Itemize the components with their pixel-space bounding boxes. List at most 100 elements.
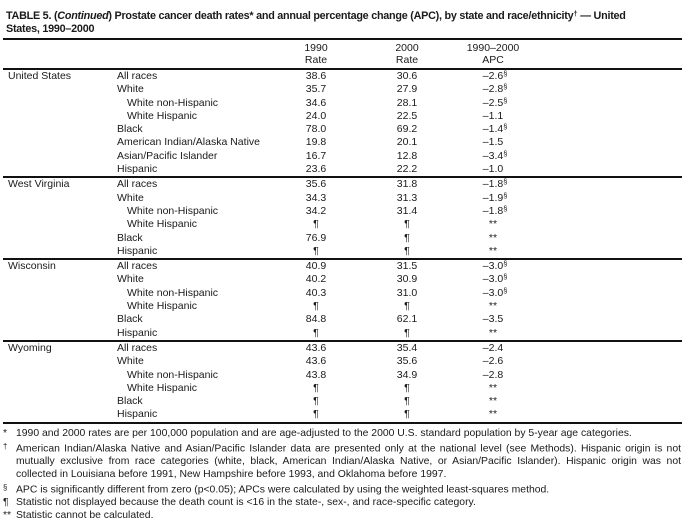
table-row: White non-Hispanic 34.6 28.1 –2.5 § — [3, 96, 682, 110]
value-text: 28.1 — [396, 96, 418, 109]
state-cell-empty — [3, 382, 113, 395]
apc-significance-marker: § — [503, 177, 508, 187]
apc-value-text: –1.1 — [482, 109, 504, 122]
value-text: 31.0 — [396, 286, 418, 299]
value-text: 22.5 — [396, 109, 418, 122]
apc-value-text: –3.4 § — [482, 148, 508, 162]
rate-2000-cell: 22.2 — [361, 163, 453, 177]
apc-value-text: ** — [488, 381, 498, 394]
rate-2000-cell: ¶ — [361, 218, 453, 231]
rate-1990-cell: 40.2 — [271, 273, 361, 286]
filler-cell — [533, 110, 682, 123]
state-label: United States — [8, 70, 72, 82]
value-text: ¶ — [313, 381, 319, 394]
value-text: ¶ — [313, 408, 319, 421]
value-text: 35.6 — [305, 178, 327, 191]
value-text: ¶ — [404, 300, 410, 313]
title-prefix: TABLE 5. ( — [6, 10, 58, 22]
value-text: ¶ — [404, 326, 410, 339]
apc-cell: –2.4 — [453, 339, 533, 356]
state-cell-empty — [3, 136, 113, 149]
filler-cell — [533, 339, 682, 356]
apc-cell: –3.0 § — [453, 272, 533, 286]
apc-value-text: –1.9 § — [482, 190, 508, 204]
apc-value-text: ** — [488, 244, 498, 257]
value-text: 31.3 — [396, 191, 418, 204]
footnote: † American Indian/Alaska Native and Asian… — [3, 441, 681, 482]
rate-1990-cell: ¶ — [271, 408, 361, 422]
rate-1990-cell: ¶ — [271, 245, 361, 259]
value-text: 19.8 — [305, 136, 327, 149]
value-text: 40.2 — [305, 273, 327, 286]
state-cell-empty — [3, 97, 113, 110]
race-ethnicity-label: White — [117, 83, 144, 96]
title-suffix: — United — [577, 10, 626, 22]
race-ethnicity-label: Black — [117, 231, 143, 244]
table-row: Hispanic ¶ ¶ ** — [3, 245, 682, 259]
header-filler — [533, 38, 682, 70]
apc-value-text: –1.8 § — [482, 177, 508, 191]
rate-1990-cell: 40.9 — [271, 258, 361, 274]
apc-cell: –1.8 § — [453, 203, 533, 218]
race-ethnicity-label: Black — [117, 123, 143, 136]
filler-cell — [533, 300, 682, 313]
race-ethnicity-label: White non-Hispanic — [127, 286, 219, 299]
state-cell-empty — [3, 287, 113, 300]
table-row: Black 76.9 ¶ ** — [3, 232, 682, 245]
filler-cell — [533, 192, 682, 205]
title-continued: Continued — [57, 10, 109, 22]
filler-cell — [533, 395, 682, 408]
filler-cell — [533, 232, 682, 245]
rate-1990-cell: 38.6 — [271, 69, 361, 83]
rate-2000-cell: 22.5 — [361, 110, 453, 123]
race-ethnicity-label: Black — [117, 395, 143, 408]
value-text: 20.1 — [396, 136, 418, 149]
rate-1990-cell: 34.3 — [271, 192, 361, 205]
apc-value-text: –1.8 § — [482, 203, 508, 217]
value-text: ¶ — [313, 300, 319, 313]
column-header-1990-year: 1990 — [304, 42, 328, 54]
value-text: 38.6 — [305, 70, 327, 82]
rate-1990-cell: 76.9 — [271, 232, 361, 245]
rate-1990-cell: 43.8 — [271, 369, 361, 382]
document-page: TABLE 5. (Continued) Prostate cancer dea… — [0, 7, 686, 523]
apc-value-text: ** — [488, 218, 498, 231]
column-header-2000-rate-label: Rate — [395, 54, 419, 66]
footnote: * 1990 and 2000 rates are per 100,000 pop… — [3, 428, 681, 441]
state-cell-empty — [3, 355, 113, 368]
table-row: Black 78.0 69.2 –1.4 § — [3, 122, 682, 136]
filler-cell — [533, 355, 682, 368]
table-row: West Virginia All races 35.6 31.8 –1.8 § — [3, 176, 682, 192]
value-text: 22.2 — [396, 163, 418, 176]
title-main: ) Prostate cancer death rates* and annua… — [108, 10, 574, 22]
apc-cell: ** — [453, 300, 533, 313]
rate-1990-cell: ¶ — [271, 218, 361, 231]
filler-cell — [533, 136, 682, 149]
state-cell-empty — [3, 395, 113, 408]
apc-significance-marker: § — [503, 259, 508, 269]
apc-significance-marker: § — [503, 122, 508, 132]
race-ethnicity-label: White Hispanic — [127, 218, 198, 231]
value-text: 31.8 — [396, 178, 418, 191]
race-ethnicity-label: All races — [113, 258, 271, 274]
table-row: White Hispanic ¶ ¶ ** — [3, 382, 682, 395]
apc-value-text: –3.0 § — [482, 285, 508, 299]
apc-value-text: –1.5 — [482, 136, 504, 149]
footnote-marker: ** — [3, 510, 16, 523]
race-ethnicity-label: All races — [113, 339, 271, 356]
table-row: White non-Hispanic 34.2 31.4 –1.8 § — [3, 203, 682, 218]
filler-cell — [533, 83, 682, 96]
column-header-2000-year: 2000 — [395, 42, 419, 54]
apc-significance-marker: § — [503, 69, 508, 78]
apc-significance-marker: § — [503, 82, 508, 92]
value-text: 23.6 — [305, 163, 327, 176]
state-cell-empty — [3, 205, 113, 218]
header-race-empty — [113, 38, 271, 70]
value-text: 31.4 — [396, 204, 418, 217]
value-text: 40.3 — [305, 286, 327, 299]
apc-significance-marker: § — [503, 285, 508, 295]
state-cell-empty — [3, 218, 113, 231]
apc-cell: –1.9 § — [453, 190, 533, 205]
state-cell-empty — [3, 369, 113, 382]
value-text: 43.8 — [305, 368, 327, 381]
